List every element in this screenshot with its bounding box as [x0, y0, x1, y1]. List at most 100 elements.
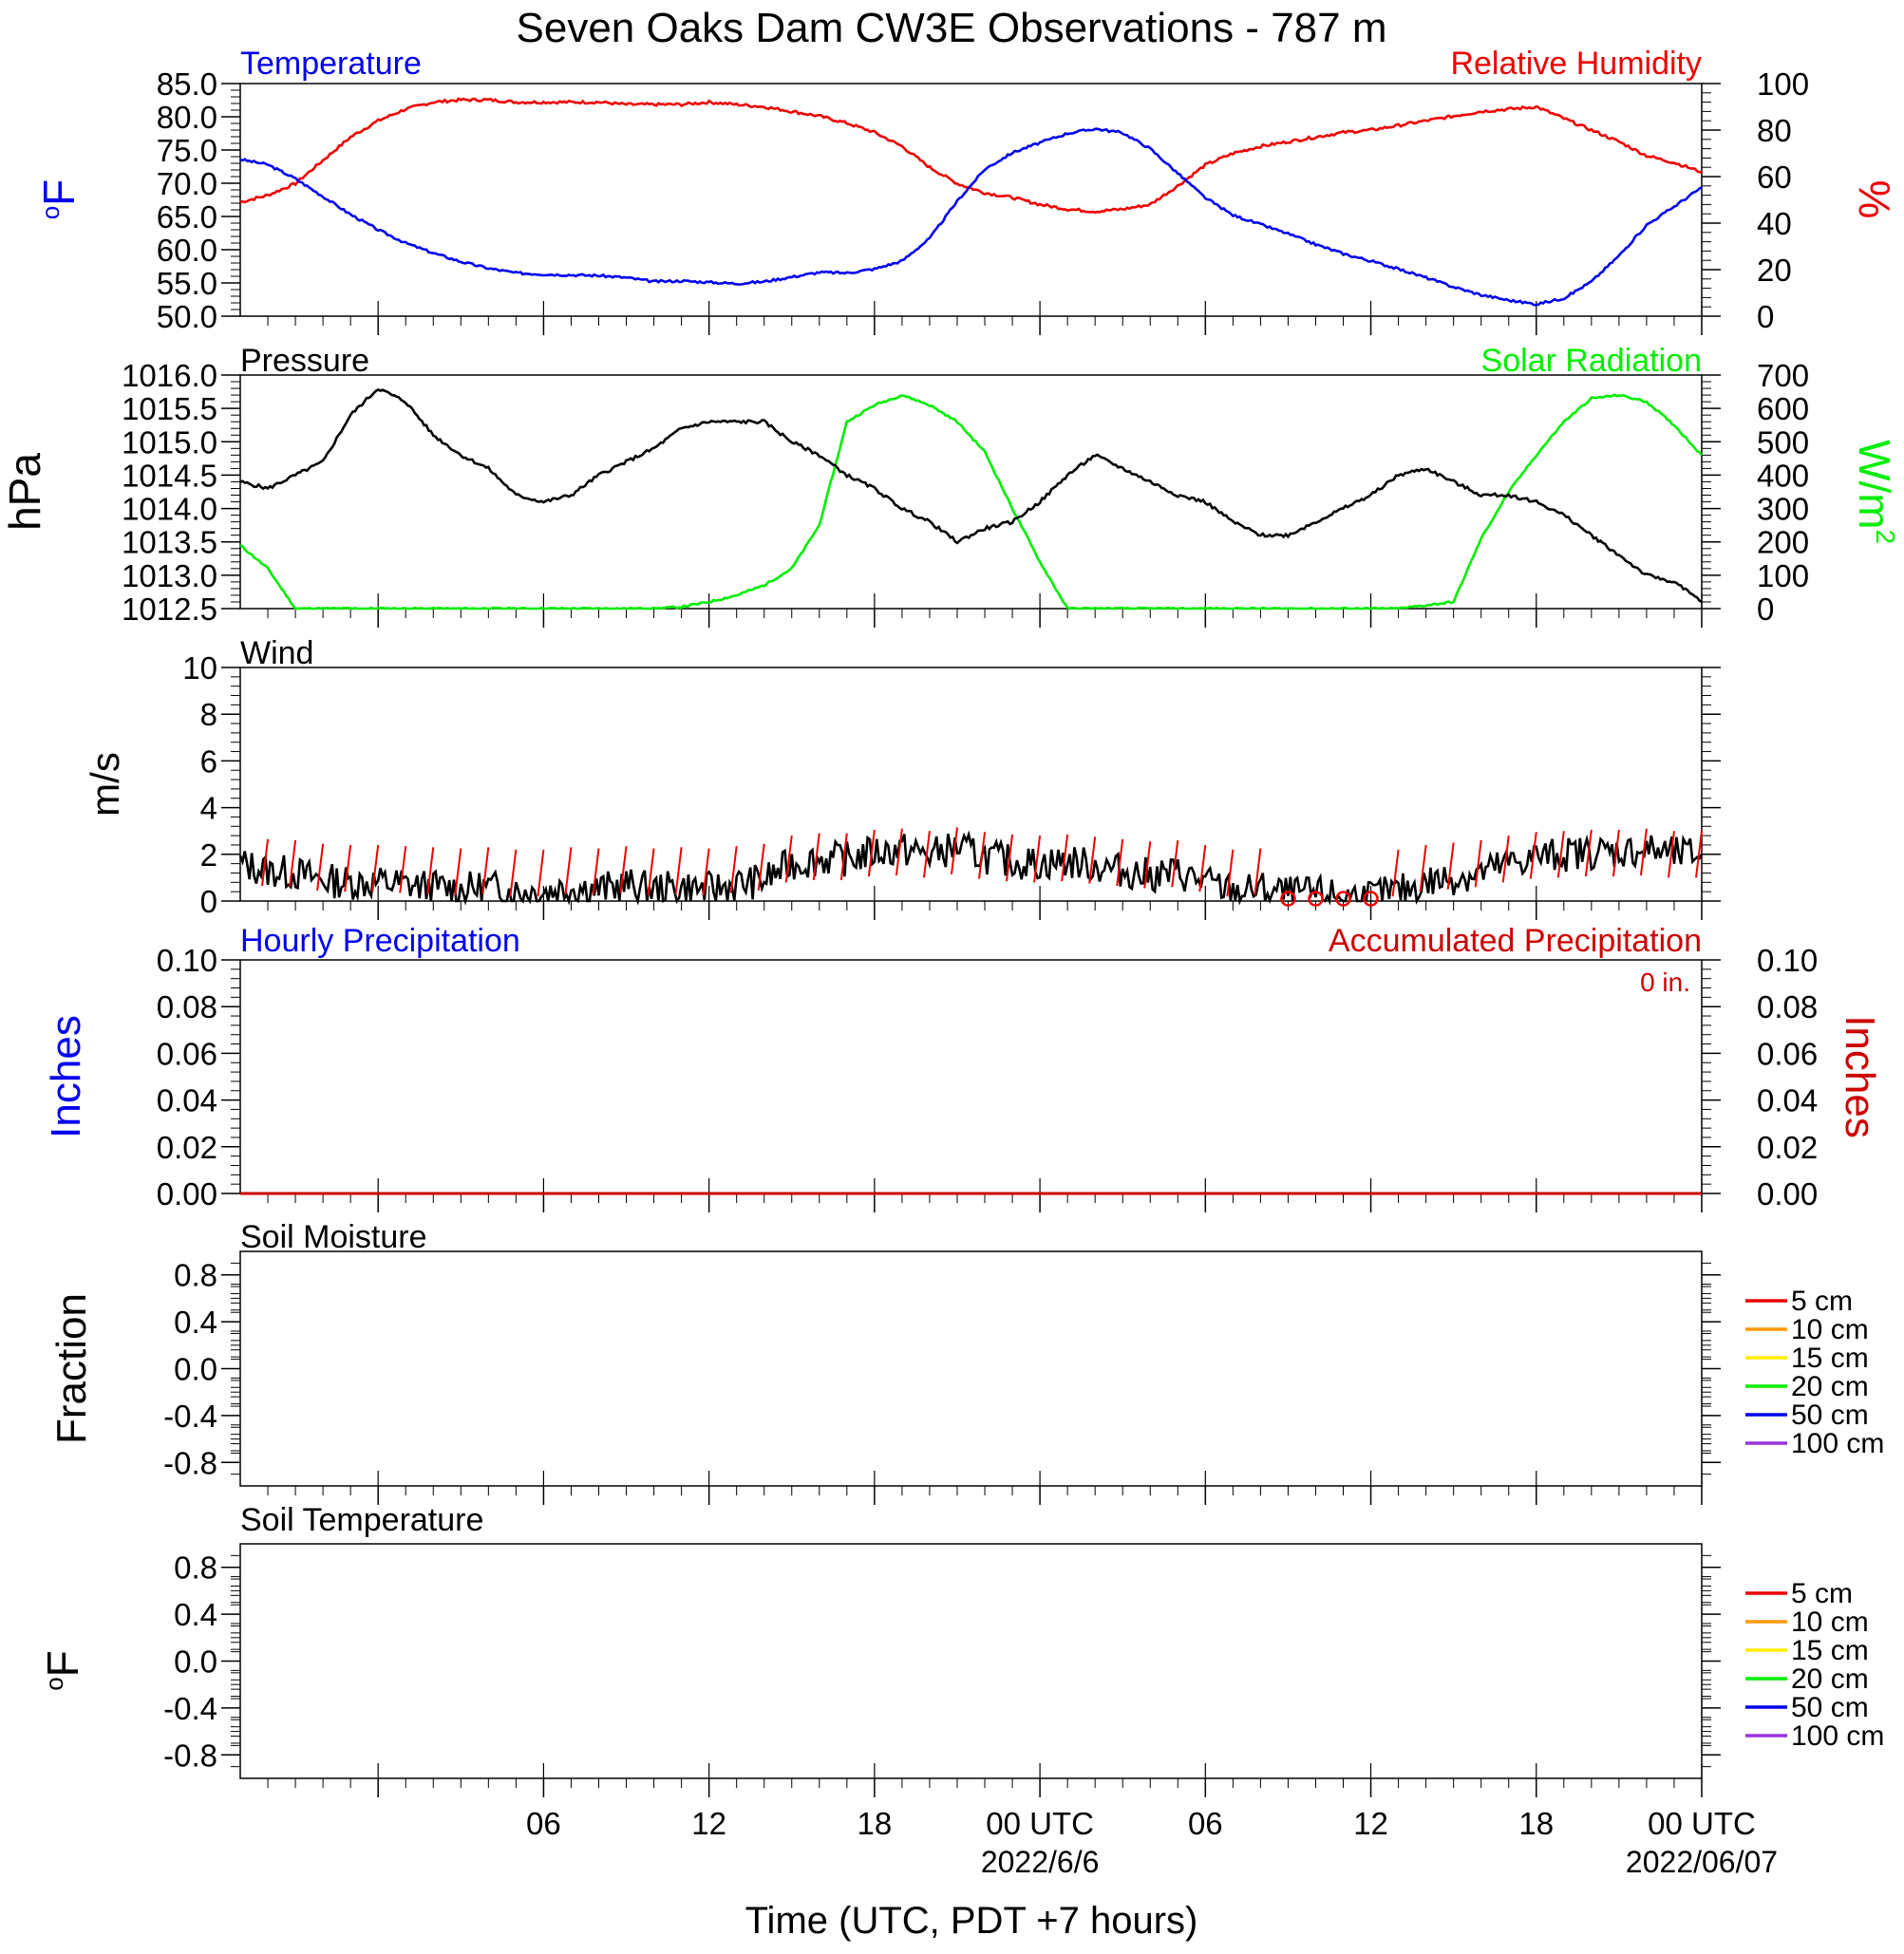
- humidity-unit-label: %: [1850, 180, 1899, 219]
- pressure-left-tick-label: 1012.5: [122, 592, 217, 627]
- calm-wind-marker: [1363, 891, 1379, 907]
- wind-barb: [261, 838, 270, 887]
- soil_temp-unit-label: oF: [38, 1650, 87, 1691]
- wind-barb: [344, 844, 352, 892]
- wind-barb: [729, 846, 738, 893]
- soil_temp-left-tick-label: -0.8: [163, 1738, 217, 1773]
- wind-barb: [1501, 835, 1510, 883]
- wind-barb: [812, 833, 820, 880]
- solar-right-tick-label: 200: [1757, 525, 1809, 560]
- temp-left-tick-label: 80.0: [157, 100, 217, 135]
- wind-barb: [509, 849, 518, 897]
- wind-barb: [1667, 831, 1675, 878]
- soil_temp-left-tick-label: 0.4: [174, 1597, 217, 1632]
- pressure-title: Pressure: [240, 343, 369, 379]
- wind-barb: [1419, 844, 1427, 892]
- temp-rh-frame: [239, 83, 1703, 317]
- wind-barb: [757, 843, 765, 892]
- wind-barb: [1529, 832, 1537, 879]
- wind-barb: [702, 848, 710, 895]
- wind-barb: [647, 848, 655, 895]
- wind-barb: [1584, 829, 1593, 877]
- pressure-left-tick-label: 1016.0: [122, 358, 217, 393]
- rh-right-tick-label: 100: [1757, 66, 1809, 102]
- soil_temp-legend-label: 50 cm: [1791, 1692, 1869, 1723]
- soil_moist-left-tick-label: 0.4: [174, 1305, 217, 1340]
- wind-barb: [537, 849, 545, 897]
- wind-barb: [1006, 834, 1014, 882]
- wind-barb: [784, 835, 793, 883]
- wind-unit-label: m/s: [83, 752, 127, 817]
- wind-barb: [426, 847, 435, 894]
- accum-right-tick-label: 0.06: [1757, 1036, 1818, 1071]
- calm-wind-marker: [1308, 891, 1324, 907]
- wind-frame: [239, 667, 1703, 902]
- soil_temp-left-tick-label: 0.8: [174, 1550, 217, 1586]
- soil_moist-left-tick-label: 0.8: [174, 1258, 217, 1293]
- wind-barb: [564, 847, 573, 894]
- wind-left-tick-label: 4: [200, 791, 217, 826]
- precip-left-tick-label: 0.04: [157, 1083, 217, 1118]
- solar-right-tick-label: 300: [1757, 492, 1809, 527]
- temp-left-tick-label: 50.0: [157, 299, 217, 334]
- accum-right-tick-label: 0.02: [1757, 1130, 1818, 1165]
- time-tick-label: 18: [1518, 1806, 1554, 1841]
- rh-right-tick-label: 80: [1757, 113, 1792, 148]
- x-axis-label: Time (UTC, PDT +7 hours): [745, 1900, 1198, 1942]
- temperature-title: Temperature: [240, 46, 422, 82]
- wind-barb: [1391, 849, 1400, 897]
- wind-left-tick-label: 2: [200, 837, 217, 873]
- wind-barb: [399, 846, 407, 893]
- wind-barb: [1254, 848, 1262, 895]
- calm-wind-marker: [1280, 891, 1296, 907]
- soil_temp-legend-label: 5 cm: [1791, 1578, 1853, 1609]
- soil_temp-left-tick-label: -0.4: [163, 1691, 217, 1726]
- solar-right-tick-label: 100: [1757, 558, 1809, 593]
- temp-left-tick-label: 85.0: [157, 66, 217, 102]
- wind-left-tick-label: 0: [200, 884, 217, 919]
- soil_moist-legend-label: 100 cm: [1791, 1428, 1884, 1459]
- precip-frame: [239, 959, 1703, 1194]
- time-tick-label: 00 UTC: [986, 1806, 1094, 1841]
- time-tick-label: 12: [1353, 1806, 1388, 1841]
- wind-barb: [1116, 838, 1124, 887]
- wind-barb: [1612, 829, 1620, 877]
- soil_moist-legend-label: 15 cm: [1791, 1343, 1869, 1374]
- time-tick-label: 00 UTC: [1648, 1806, 1756, 1841]
- wind-barb: [1088, 836, 1097, 884]
- precip-left-unit-label: Inches: [43, 1015, 89, 1138]
- soil_moist-left-tick-label: -0.8: [163, 1445, 217, 1480]
- time-date-label: 2022/6/6: [981, 1845, 1100, 1879]
- time-tick-label: 18: [858, 1806, 893, 1841]
- wind-barb: [371, 844, 380, 892]
- wind-barb: [1639, 828, 1648, 876]
- calm-wind-marker: [1335, 891, 1351, 907]
- relative-humidity-line: [239, 97, 1703, 215]
- soil_temp-legend-label: 15 cm: [1791, 1635, 1869, 1666]
- temp-left-tick-label: 55.0: [157, 266, 217, 301]
- rh-right-tick-label: 0: [1757, 299, 1774, 334]
- temperature-line: [239, 127, 1703, 307]
- soil_temp-legend-label: 100 cm: [1791, 1720, 1884, 1752]
- soil_temp-left-tick-label: 0.0: [174, 1644, 217, 1680]
- soil_moist-title: Soil Moisture: [240, 1219, 427, 1255]
- accum-right-tick-label: 0.04: [1757, 1083, 1818, 1118]
- pressure-unit-label: hPa: [0, 453, 49, 531]
- wind-barb: [1061, 834, 1069, 882]
- relative-humidity-title: Relative Humidity: [1450, 46, 1702, 82]
- wind-barb: [895, 828, 903, 876]
- time-tick-label: 06: [526, 1806, 561, 1841]
- wind-title: Wind: [240, 635, 313, 671]
- soil_temp-legend-label: 10 cm: [1791, 1606, 1869, 1638]
- pressure-line: [239, 388, 1703, 604]
- accumulated-total-label: 0 in.: [1640, 968, 1690, 997]
- wind-left-tick-label: 6: [200, 743, 217, 779]
- wind-barb: [316, 843, 325, 892]
- soil_temp-legend-label: 20 cm: [1791, 1663, 1869, 1695]
- accumulated-precip-title: Accumulated Precipitation: [1329, 923, 1702, 959]
- accum-right-tick-label: 0.08: [1757, 989, 1818, 1024]
- pressure-left-tick-label: 1013.0: [122, 558, 217, 593]
- soil_moist-legend-label: 50 cm: [1791, 1400, 1869, 1431]
